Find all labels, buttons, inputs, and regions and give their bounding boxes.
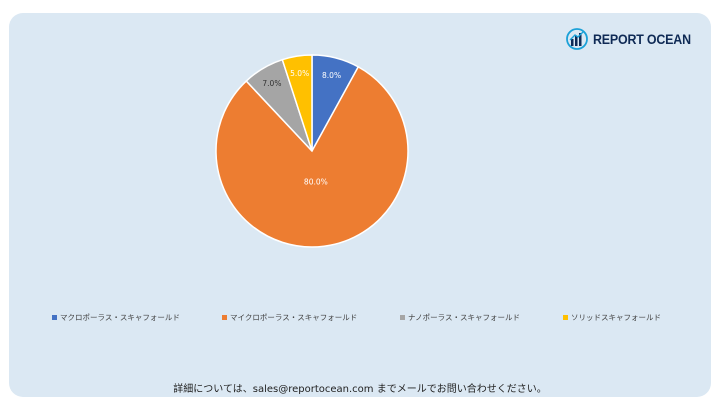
legend-label: マイクロポーラス・スキャフォールド — [230, 313, 358, 322]
legend-label: マクロポーラス・スキャフォールド — [60, 313, 180, 322]
data-label-3: 7.0% — [262, 79, 281, 88]
legend-item-4: ソリッドスキャフォールド — [563, 312, 661, 323]
footer-contact-text: 詳細については、sales@reportocean.com までメールでお問い合… — [173, 384, 547, 395]
legend-item-2: マイクロポーラス・スキャフォールド — [222, 312, 357, 323]
data-label-1: 8.0% — [322, 71, 341, 80]
legend-label: ソリッドスキャフォールド — [571, 313, 661, 322]
pie-slice-2 — [215, 65, 409, 248]
legend-swatch — [563, 315, 568, 320]
legend-item-3: ナノポーラス・スキャフォールド — [400, 312, 520, 323]
legend-label: ナノポーラス・スキャフォールド — [408, 313, 520, 322]
legend-item-1: マクロポーラス・スキャフォールド — [52, 312, 180, 323]
legend-swatch — [222, 315, 227, 320]
data-label-4: 5.0% — [290, 69, 309, 78]
legend-swatch — [400, 315, 405, 320]
bar-chart-globe-icon — [566, 28, 588, 50]
chart-legend: マクロポーラス・スキャフォールド マイクロポーラス・スキャフォールド ナノポーラス・… — [0, 312, 720, 326]
brand-logo: REPORT OCEAN — [566, 28, 699, 50]
data-label-2: 80.0% — [304, 177, 328, 186]
legend-swatch — [52, 315, 57, 320]
pie-slice-4 — [281, 54, 313, 152]
brand-name: REPORT OCEAN — [593, 31, 691, 47]
